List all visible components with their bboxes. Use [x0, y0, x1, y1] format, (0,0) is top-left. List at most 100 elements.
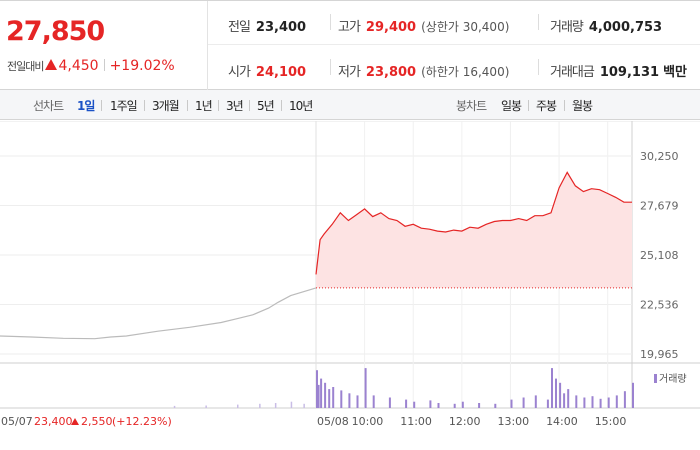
y-tick-label: 22,536 [640, 299, 679, 312]
volume-bar-today [607, 397, 610, 408]
x-tick-label: 14:00 [546, 415, 578, 428]
prev-day-close: 23,400 [34, 415, 73, 428]
volume-bar-today [599, 398, 602, 408]
volume-bar-today [522, 397, 525, 408]
y-tick-label: 30,250 [640, 150, 679, 163]
amount-unit: 백만 [663, 65, 687, 80]
volume-bar-today [356, 395, 359, 408]
volume-bar-prev-day [237, 404, 239, 408]
volume-bar-today [324, 382, 327, 408]
volume-bar-today [583, 397, 586, 408]
tab-10y[interactable]: 10년 [289, 99, 313, 113]
up-triangle-icon [45, 59, 58, 70]
open-label: 시가 [228, 65, 251, 80]
tab-daily-candle[interactable]: 일봉 [501, 99, 522, 113]
volume-bar-today [316, 370, 318, 408]
volume-bar-today [461, 401, 464, 408]
volume-bar-today [429, 400, 432, 408]
line-chart-label: 선차트 [33, 99, 64, 113]
current-price: 27,850 [6, 16, 105, 47]
volume-bar-today [348, 393, 351, 408]
stat-divider [330, 14, 331, 30]
tab-separator [218, 100, 219, 111]
volume-bar-today [494, 403, 497, 408]
volume-bar-today [372, 395, 375, 408]
prev-close-stat: 전일 23,400 [228, 16, 306, 35]
change-divider [103, 59, 105, 71]
low-value: 23,800 [365, 65, 417, 80]
volume-bar-today [623, 391, 626, 408]
tab-separator [101, 100, 102, 111]
volume-bar-today [320, 378, 323, 408]
candle-chart-label: 봉차트 [456, 99, 487, 113]
high-label: 고가 [338, 20, 361, 35]
tab-separator [187, 100, 188, 111]
amount-label: 거래대금 [550, 65, 595, 80]
x-tick-label: 13:00 [497, 415, 529, 428]
prev-day-change: 2,550 [81, 415, 113, 428]
prev-day-price-line [0, 287, 317, 340]
tab-1y[interactable]: 1년 [195, 99, 213, 113]
lower-limit-text: (하한가 16,400) [421, 65, 510, 79]
tab-1w[interactable]: 1주일 [110, 99, 138, 113]
low-stat: 저가 23,800 (하한가 16,400) [338, 61, 509, 80]
low-label: 저가 [338, 65, 361, 80]
stats-table: 전일 23,400 고가 29,400 (상한가 30,400) 거래량 4,000,7… [208, 1, 700, 90]
prev-day-date: 05/07 [1, 415, 33, 428]
stat-divider [538, 14, 539, 30]
stats-row-2: 시가 24,100 저가 23,800 (하한가 16,400) 거래대금 109,13… [208, 46, 700, 90]
change-row: 전일대비 4,450 +19.02% [7, 55, 175, 74]
volume-bar-today [437, 403, 440, 408]
tab-separator [281, 100, 282, 111]
tab-separator [564, 100, 565, 111]
stat-divider [330, 59, 331, 75]
tab-separator [144, 100, 145, 111]
stats-row-1: 전일 23,400 고가 29,400 (상한가 30,400) 거래량 4,000,7… [208, 1, 700, 45]
chart-type-bar: 선차트 1일 1주일 3개월 1년 3년 5년 10년 봉차트 일봉 주봉 월봉 [0, 90, 700, 120]
volume-bar-today [563, 393, 566, 408]
volume-bar-today [591, 396, 594, 408]
amount-value: 109,131 [599, 65, 660, 80]
change-label: 전일대비 [7, 60, 44, 73]
volume-bar-today [478, 403, 481, 408]
prev-close-label: 전일 [228, 20, 251, 35]
volume-bar-today [317, 384, 320, 408]
volume-bar-today [559, 382, 562, 408]
x-tick-label: 12:00 [449, 415, 481, 428]
high-value: 29,400 [365, 20, 417, 35]
tab-weekly-candle[interactable]: 주봉 [536, 99, 557, 113]
volume-bar-today [388, 397, 391, 408]
volume-bar-today [551, 368, 553, 408]
volume-bar-today [534, 395, 537, 408]
tab-3m[interactable]: 3개월 [152, 99, 180, 113]
change-percent: +19.02% [109, 58, 175, 74]
high-stat: 고가 29,400 (상한가 30,400) [338, 16, 509, 35]
volume-bar-today [332, 387, 335, 408]
today-price-line [315, 171, 632, 275]
tab-3y[interactable]: 3년 [226, 99, 244, 113]
tab-separator [528, 100, 529, 111]
tab-5y[interactable]: 5년 [257, 99, 275, 113]
tab-1d[interactable]: 1일 [77, 99, 95, 113]
volume-bar-today [413, 401, 416, 408]
tab-monthly-candle[interactable]: 월봉 [572, 99, 593, 113]
volume-label: 거래량 [550, 20, 584, 35]
volume-bar-prev-day [290, 401, 293, 408]
x-tick-label: 15:00 [595, 415, 627, 428]
chart-canvas: 30,250 27,679 25,108 22,536 19,965 거래량 05/08 10… [0, 120, 700, 428]
volume-bar-prev-day [274, 403, 277, 408]
today-price-area [316, 172, 632, 288]
volume-bar-today [340, 390, 343, 408]
current-price-box: 27,850 전일대비 4,450 +19.02% [0, 1, 208, 90]
volume-value: 4,000,753 [588, 20, 663, 35]
volume-bar-today [328, 389, 331, 408]
tab-separator [249, 100, 250, 111]
change-value: 4,450 [58, 58, 99, 74]
volume-bar-today [555, 378, 557, 408]
x-tick-label: 10:00 [352, 415, 384, 428]
volume-legend-label: 거래량 [659, 373, 687, 385]
y-tick-label: 27,679 [640, 200, 679, 213]
volume-bar-prev-day [259, 403, 261, 408]
up-triangle-icon [71, 418, 79, 425]
